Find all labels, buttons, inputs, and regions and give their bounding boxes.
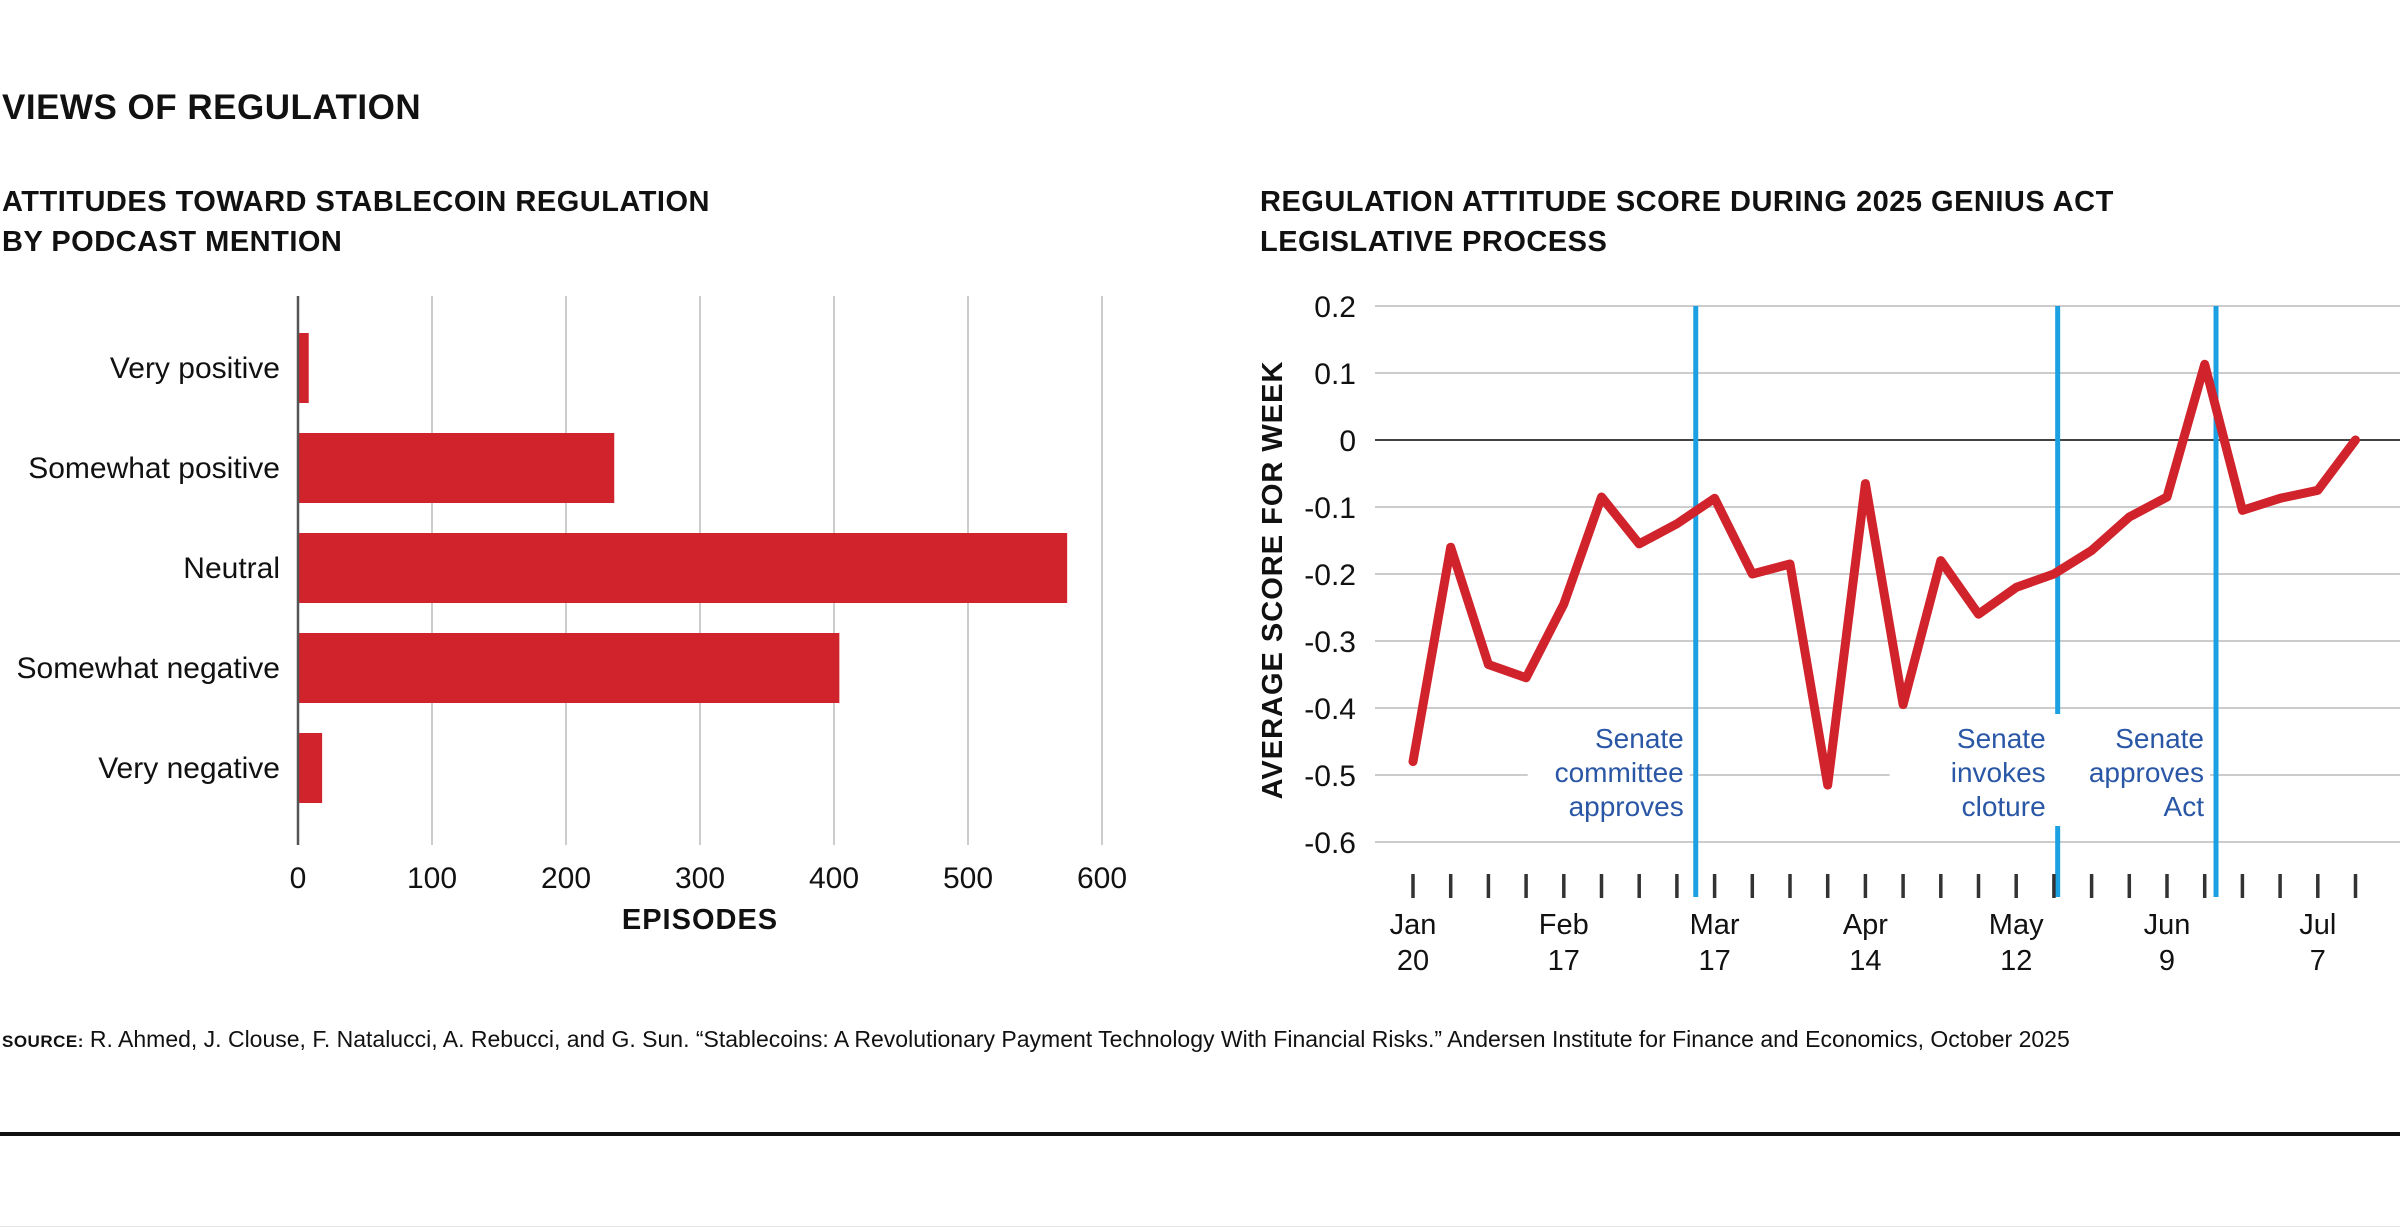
- category-label: Somewhat negative: [17, 652, 281, 685]
- x-tick-label: 200: [541, 862, 591, 895]
- x-tick-label: 0: [290, 862, 307, 895]
- x-tick-label: 500: [943, 862, 993, 895]
- data-point: [1485, 661, 1492, 668]
- event-label: approves: [2089, 757, 2204, 788]
- y-tick-label: -0.5: [1304, 760, 1356, 793]
- event-label: Senate: [1957, 723, 2046, 754]
- data-point: [2239, 507, 2246, 514]
- y-tick-label: 0.2: [1314, 291, 1356, 324]
- category-label: Very positive: [110, 352, 280, 385]
- event-label: invokes: [1951, 757, 2046, 788]
- line-chart-title: REGULATION ATTITUDE SCORE DURING 2025 GE…: [1260, 182, 2260, 262]
- bottom-divider: [0, 1226, 2400, 1227]
- event-label: committee: [1555, 757, 1684, 788]
- x-tick-month: Jul: [2299, 909, 2336, 941]
- y-tick-label: -0.2: [1304, 559, 1356, 592]
- x-tick-day: 9: [2159, 945, 2175, 977]
- data-point: [1711, 495, 1718, 502]
- event-label: cloture: [1962, 791, 2046, 822]
- x-tick-label: 100: [407, 862, 457, 895]
- data-point: [1749, 571, 1756, 577]
- event-label-bg: [2048, 714, 2211, 826]
- data-point: [2013, 584, 2020, 591]
- bar: [298, 733, 323, 803]
- data-point: [1447, 544, 1454, 551]
- data-point: [2126, 514, 2133, 521]
- category-label: Neutral: [183, 552, 280, 585]
- data-point: [1410, 758, 1416, 765]
- event-label: approves: [1569, 791, 1684, 822]
- data-point: [2352, 437, 2359, 443]
- y-tick-label: 0.1: [1314, 358, 1356, 391]
- data-point: [2088, 547, 2095, 554]
- event-label-bg: [1527, 714, 1690, 826]
- event-label-bg: [1889, 714, 2052, 826]
- y-axis-label: AVERAGE SCORE FOR WEEK: [1257, 361, 1289, 800]
- y-tick-label: -0.1: [1304, 492, 1356, 525]
- data-point: [2164, 493, 2170, 500]
- series-line: [1408, 359, 2360, 790]
- x-tick-month: Apr: [1843, 909, 1888, 941]
- x-tick-month: Mar: [1690, 909, 1740, 941]
- category-label: Somewhat positive: [28, 452, 280, 485]
- x-tick-month: Jan: [1390, 909, 1437, 941]
- page-title: VIEWS OF REGULATION: [2, 88, 422, 127]
- bar-chart: 0 100 200 300 400 500 600 Very positive Somewhat…: [17, 296, 1127, 936]
- x-tick-day: 7: [2310, 945, 2326, 977]
- event-label: Act: [2164, 791, 2205, 822]
- data-point: [1523, 674, 1530, 681]
- data-point: [2201, 361, 2208, 368]
- x-tick-day: 17: [1698, 945, 1730, 977]
- x-tick-month: Feb: [1539, 909, 1589, 941]
- data-point: [1975, 611, 1982, 618]
- category-label: Very negative: [98, 752, 280, 785]
- x-tick-month: Jun: [2144, 909, 2191, 941]
- divider-rule: [0, 1132, 2400, 1136]
- line-chart-title-line1: REGULATION ATTITUDE SCORE DURING 2025 GE…: [1260, 186, 2114, 218]
- data-point: [1787, 560, 1793, 567]
- x-tick-day: 12: [2000, 945, 2032, 977]
- data-point: [1636, 540, 1643, 547]
- event-label: Senate: [2115, 723, 2204, 754]
- data-point: [2277, 495, 2284, 502]
- data-point: [2050, 571, 2057, 577]
- line-chart-title-line2: LEGISLATIVE PROCESS: [1260, 226, 1608, 258]
- data-point: [1937, 557, 1944, 564]
- source-note: SOURCE: R. Ahmed, J. Clouse, F. Natalucci…: [2, 1026, 2070, 1053]
- y-tick-label: -0.3: [1304, 626, 1356, 659]
- bar: [298, 433, 615, 503]
- line-chart: 0.2 0.1 0 -0.1 -0.2 -0.3 -0.4 -0.5 -0.6 AVERAGE S…: [1257, 291, 2400, 977]
- data-point: [1900, 701, 1907, 708]
- x-tick-day: 20: [1397, 945, 1429, 977]
- bar-chart-title-line2: BY PODCAST MENTION: [2, 226, 343, 258]
- x-tick-label: 600: [1077, 862, 1127, 895]
- x-tick-label: 400: [809, 862, 859, 895]
- data-point: [2314, 487, 2321, 494]
- source-label: SOURCE:: [2, 1032, 84, 1051]
- data-point: [1598, 493, 1605, 500]
- x-axis-label: EPISODES: [622, 904, 778, 936]
- data-point: [1824, 782, 1831, 789]
- data-point: [1862, 480, 1869, 487]
- y-tick-label: 0: [1339, 425, 1356, 458]
- bar-chart-title-line1: ATTITUDES TOWARD STABLECOIN REGULATION: [2, 186, 710, 218]
- bar-chart-title: ATTITUDES TOWARD STABLECOIN REGULATION B…: [2, 182, 802, 262]
- x-tick-day: 17: [1548, 945, 1580, 977]
- event-label: Senate: [1595, 723, 1684, 754]
- data-point: [1673, 520, 1680, 527]
- bar: [298, 633, 840, 703]
- bar: [298, 333, 309, 403]
- x-tick-month: May: [1989, 909, 2044, 941]
- bar: [298, 533, 1068, 603]
- x-tick-label: 300: [675, 862, 725, 895]
- source-text: R. Ahmed, J. Clouse, F. Natalucci, A. Re…: [89, 1026, 2070, 1052]
- y-tick-label: -0.4: [1304, 693, 1356, 726]
- x-tick-day: 14: [1849, 945, 1881, 977]
- y-tick-label: -0.6: [1304, 827, 1356, 860]
- data-point: [1560, 601, 1567, 608]
